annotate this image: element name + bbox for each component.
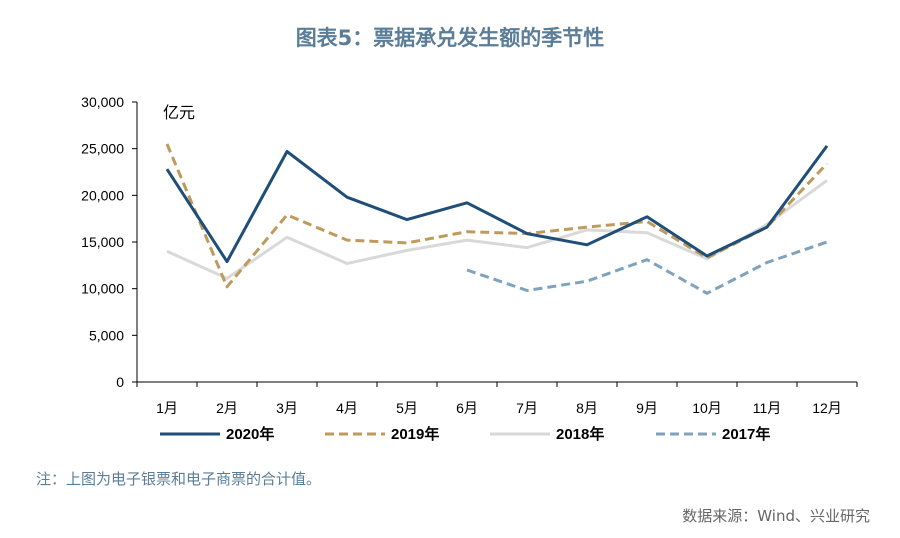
y-tick-label: 30,000: [81, 94, 124, 110]
legend-label-2019年: 2019年: [391, 425, 439, 443]
x-tick-label: 2月: [216, 400, 238, 416]
legend: 2020年 2019年 2018年 2017年: [160, 425, 770, 443]
y-tick-label: 20,000: [81, 187, 124, 203]
data-source: 数据来源：Wind、兴业研究: [682, 507, 870, 525]
x-tick-label: 6月: [456, 400, 478, 416]
series-lines: [165, 143, 829, 295]
x-tick-label: 10月: [692, 400, 722, 416]
x-tick-label: 1月: [156, 400, 178, 416]
series-line-2017年: [466, 240, 828, 295]
series-line-2019年: [165, 143, 829, 289]
legend-label-2017年: 2017年: [722, 425, 770, 443]
x-tick-label: 3月: [276, 400, 298, 416]
y-tick-label: 15,000: [81, 234, 124, 250]
x-tick-label: 8月: [576, 400, 598, 416]
x-tick-label: 12月: [812, 400, 842, 416]
series-line-2020年: [165, 145, 829, 264]
x-tick-label: 5月: [396, 400, 418, 416]
axes: 0 5,000 10,000 15,000 20,000 25,000 30,000 1月 2月…: [81, 94, 858, 416]
y-tick-label: 0: [116, 374, 124, 390]
y-axis-unit: 亿元: [163, 103, 195, 122]
x-tick-label: 11月: [753, 400, 782, 416]
x-tick-label: 4月: [336, 400, 358, 416]
series-line-2018年: [166, 179, 828, 280]
x-tick-label: 9月: [636, 400, 658, 416]
y-tick-label: 10,000: [81, 281, 124, 297]
y-tick-label: 25,000: [81, 141, 124, 157]
y-tick-label: 5,000: [89, 327, 124, 343]
x-tick-label: 7月: [516, 400, 538, 416]
legend-label-2018年: 2018年: [556, 425, 604, 443]
legend-label-2020年: 2020年: [226, 425, 274, 443]
chart-title: 图表5：票据承兑发生额的季节性: [295, 26, 605, 50]
footnote: 注：上图为电子银票和电子商票的合计值。: [36, 470, 322, 488]
